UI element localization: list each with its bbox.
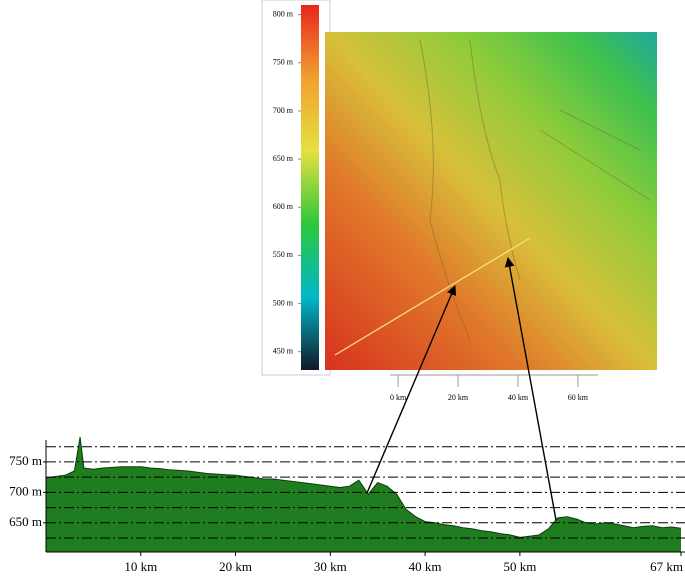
colorbar-label: 700 m [273,106,294,115]
x-tick-label: 10 km [124,559,157,574]
terrain-relief [419,39,651,341]
map-tick-label: 40 km [508,393,529,402]
colorbar-label: 450 m [273,347,294,356]
profile-trace [334,237,531,356]
terrain-map [325,32,657,370]
arrow [504,257,557,521]
map-tick-label: 20 km [448,393,469,402]
x-tick-label: 20 km [219,559,252,574]
colorbar-panel [261,0,331,376]
x-tick-label: 30 km [314,559,347,574]
colorbar-label: 550 m [273,250,294,259]
x-tick-label: 50 km [503,559,536,574]
arrow [366,285,457,494]
colorbar-label: 500 m [273,298,294,307]
colorbar-label: 800 m [273,9,294,18]
map-tick-label: 0 km [390,393,407,402]
x-tick-label: 40 km [409,559,442,574]
x-tick-label: 67 km [650,559,683,574]
colorbar-label: 750 m [273,58,294,67]
y-tick-label: 700 m [9,483,42,498]
map-tick-label: 60 km [568,393,589,402]
profile-area [46,437,681,552]
colorbar-label: 650 m [273,154,294,163]
colorbar [301,5,319,370]
y-tick-label: 750 m [9,453,42,468]
colorbar-label: 600 m [273,202,294,211]
profile-line [45,436,682,538]
y-tick-label: 650 m [9,514,42,529]
